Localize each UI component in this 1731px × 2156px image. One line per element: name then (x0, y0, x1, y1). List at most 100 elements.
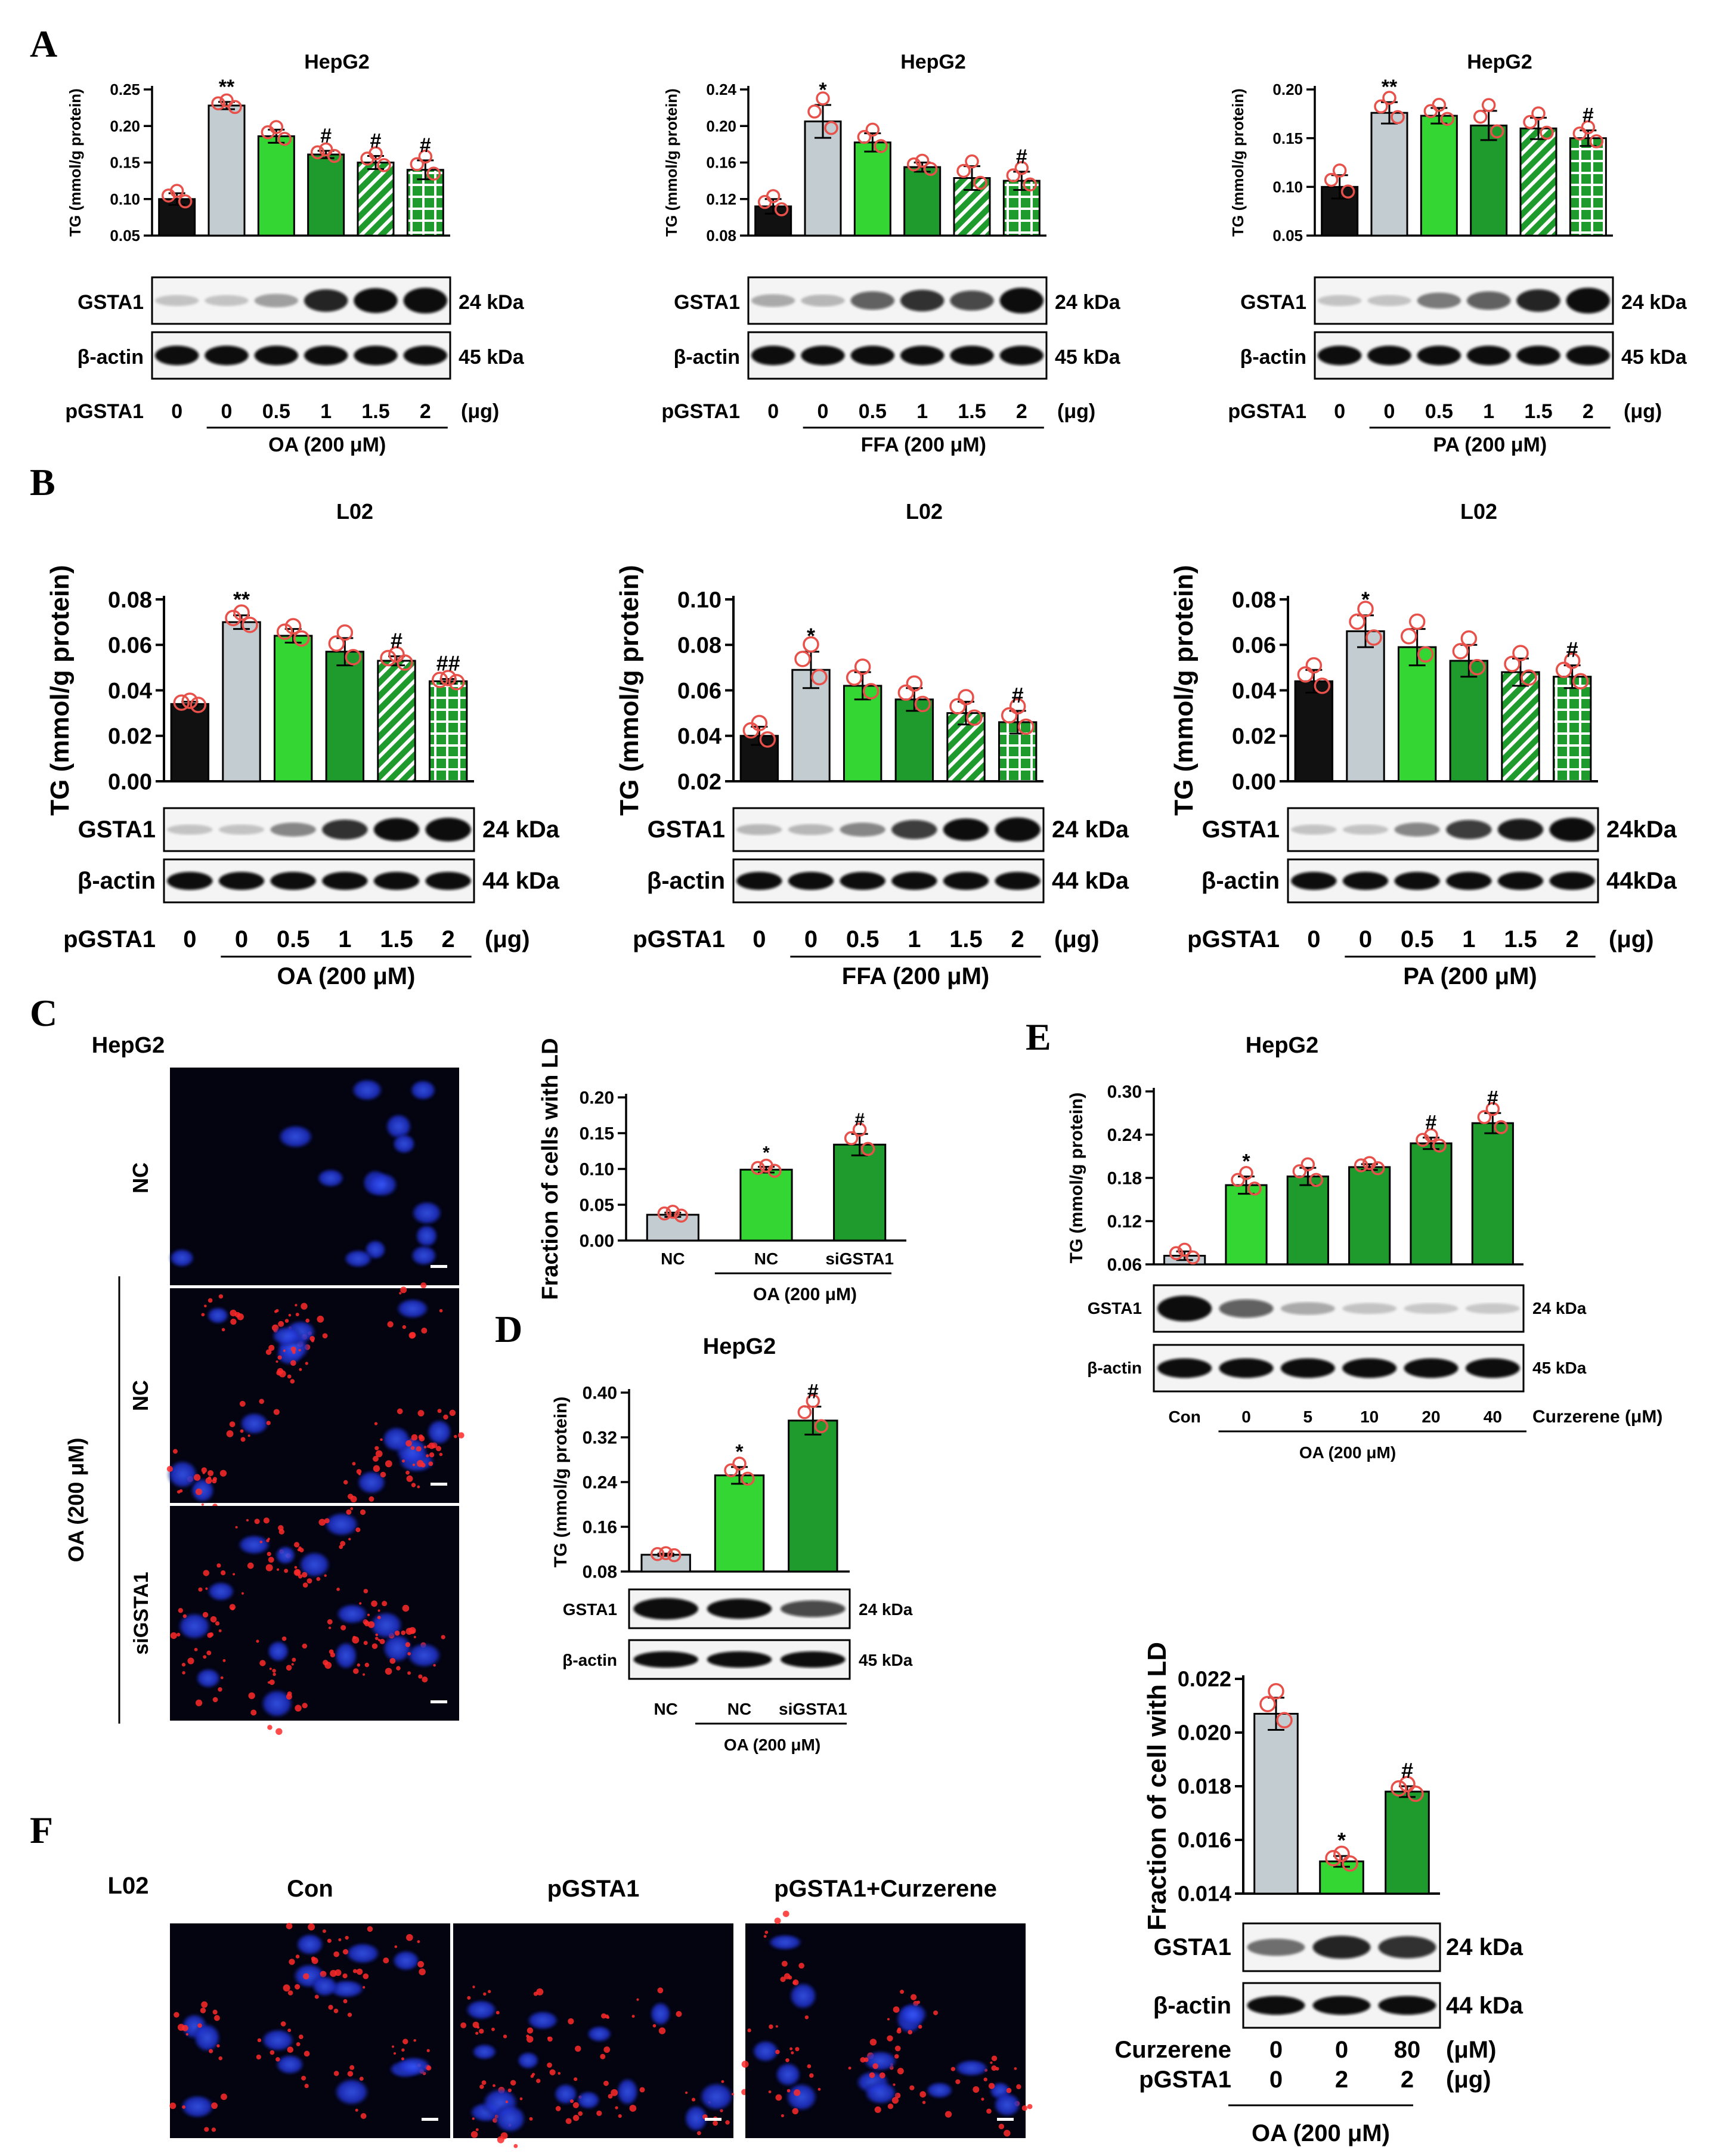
blot-band (270, 871, 316, 890)
nucleus (311, 1975, 339, 1997)
data-point (759, 1158, 773, 1173)
blot-kda-label: 45 kDa (1532, 1359, 1587, 1377)
lipid-droplet (357, 1663, 361, 1667)
lipid-droplet (219, 1470, 227, 1477)
lipid-droplet (195, 1488, 203, 1495)
lipid-droplet (639, 2087, 645, 2093)
blot-band (1157, 1295, 1212, 1322)
lipid-droplet (301, 1572, 308, 1578)
lipid-droplet (284, 1319, 289, 1323)
lipid-droplet (549, 2069, 556, 2075)
blot-row-label: GSTA1 (674, 291, 740, 314)
data-point (181, 692, 199, 709)
data-point (915, 153, 930, 168)
data-point (225, 610, 241, 627)
lipid-droplet (308, 1923, 315, 1931)
data-point (1494, 1120, 1509, 1134)
dose-value: 0 (221, 400, 233, 423)
data-point (1247, 1181, 1262, 1196)
y-tick-label: 0.10 (110, 190, 140, 208)
dose-value: 0.5 (846, 926, 880, 952)
data-point (1017, 718, 1035, 735)
dose-value: 0 (767, 400, 779, 423)
data-point (794, 651, 811, 667)
y-tick-label: 0.00 (580, 1232, 614, 1251)
lipid-droplet (336, 1588, 340, 1591)
blot-kda-label: 44 kDa (1446, 1993, 1523, 2019)
nucleus (366, 1171, 399, 1198)
significance-mark: # (1487, 1087, 1498, 1109)
dose-unit: (μg) (461, 400, 499, 423)
lipid-droplet (301, 1303, 308, 1310)
y-tick-label: 0.08 (677, 633, 721, 658)
nucleus (751, 2039, 780, 2063)
data-point (956, 163, 971, 178)
cell-line-title: L02 (1460, 499, 1497, 524)
lipid-droplet (222, 1659, 226, 1662)
dose-value: 0 (804, 926, 817, 952)
panel-letter-D: D (495, 1308, 522, 1350)
blot-kda-label: 24 kDa (859, 1600, 913, 1619)
lipid-droplet (373, 1456, 379, 1462)
category-label: NC (661, 1249, 685, 1268)
lipid-droplet (1021, 2105, 1028, 2111)
nucleus (323, 1511, 360, 1538)
dose-value: 0 (1269, 2037, 1283, 2063)
y-tick-label: 0.06 (108, 633, 152, 658)
dose-value: 2 (420, 400, 431, 423)
lipid-droplet (558, 2072, 561, 2075)
lipid-droplet (417, 1940, 420, 1944)
lipid-droplet (322, 1929, 326, 1934)
lipid-droplet (769, 2024, 773, 2030)
micrograph-f-2 (741, 1910, 1033, 2138)
lipid-droplet (371, 1600, 377, 1607)
dose-value: 0 (183, 926, 196, 952)
data-point (724, 1463, 738, 1478)
panel-b-1-bar-chart: 0.02 0.04 0.06 0.08 0.10 TG (mmol/g protein) *… (615, 565, 1043, 816)
dose-value: 1.5 (361, 400, 389, 423)
data-point (852, 1122, 867, 1137)
dose-value: 2 (442, 926, 455, 952)
nucleus (168, 1248, 196, 1268)
lipid-droplet (254, 1518, 260, 1524)
y-tick-label: 0.10 (1272, 178, 1303, 196)
y-tick-label: 0.12 (1107, 1212, 1142, 1232)
blot-band (1367, 345, 1411, 366)
nucleus (333, 2077, 370, 2106)
lipid-droplet (608, 2093, 613, 2099)
blot-band (736, 871, 782, 890)
data-point (824, 120, 838, 135)
blot-band (736, 824, 782, 836)
lipid-droplet (488, 1990, 491, 1993)
nucleus (333, 1641, 358, 1671)
data-point (1424, 1128, 1438, 1143)
lipid-droplet (575, 2045, 581, 2052)
data-point (949, 698, 966, 714)
lipid-droplet (428, 1442, 435, 1449)
nucleus (471, 2043, 498, 2061)
data-point (1305, 657, 1323, 674)
bar (1449, 660, 1489, 782)
data-point (276, 623, 293, 640)
blot-band (1417, 292, 1461, 309)
lipid-droplet (295, 1304, 298, 1307)
y-tick-label: 0.08 (108, 587, 152, 613)
treatment-label: PA (200 μM) (1433, 434, 1547, 456)
y-tick-label: 0.06 (1107, 1255, 1142, 1275)
significance-mark: # (1566, 638, 1578, 662)
nucleus (382, 1633, 413, 1663)
panel-f-blot-gsta1 (1242, 1922, 1441, 1972)
data-point (377, 158, 391, 172)
lipid-droplet (606, 2016, 610, 2019)
data-point (1325, 1849, 1342, 1867)
panel-b-0-bar-chart: 0.00 0.02 0.04 0.06 0.08 TG (mmol/g protein) *… (45, 565, 474, 816)
lipid-droplet (294, 1566, 298, 1569)
blot-row-label: β-actin (674, 346, 740, 369)
lipid-droplet (869, 2039, 877, 2046)
cell-line-title: HepG2 (1467, 51, 1532, 73)
lipid-droplet (405, 1642, 411, 1647)
lipid-droplet (479, 2028, 484, 2034)
y-axis-label: Fraction of cell with LD (1142, 1642, 1172, 1931)
lipid-droplet (379, 1638, 385, 1644)
blot-band (1342, 1358, 1397, 1378)
